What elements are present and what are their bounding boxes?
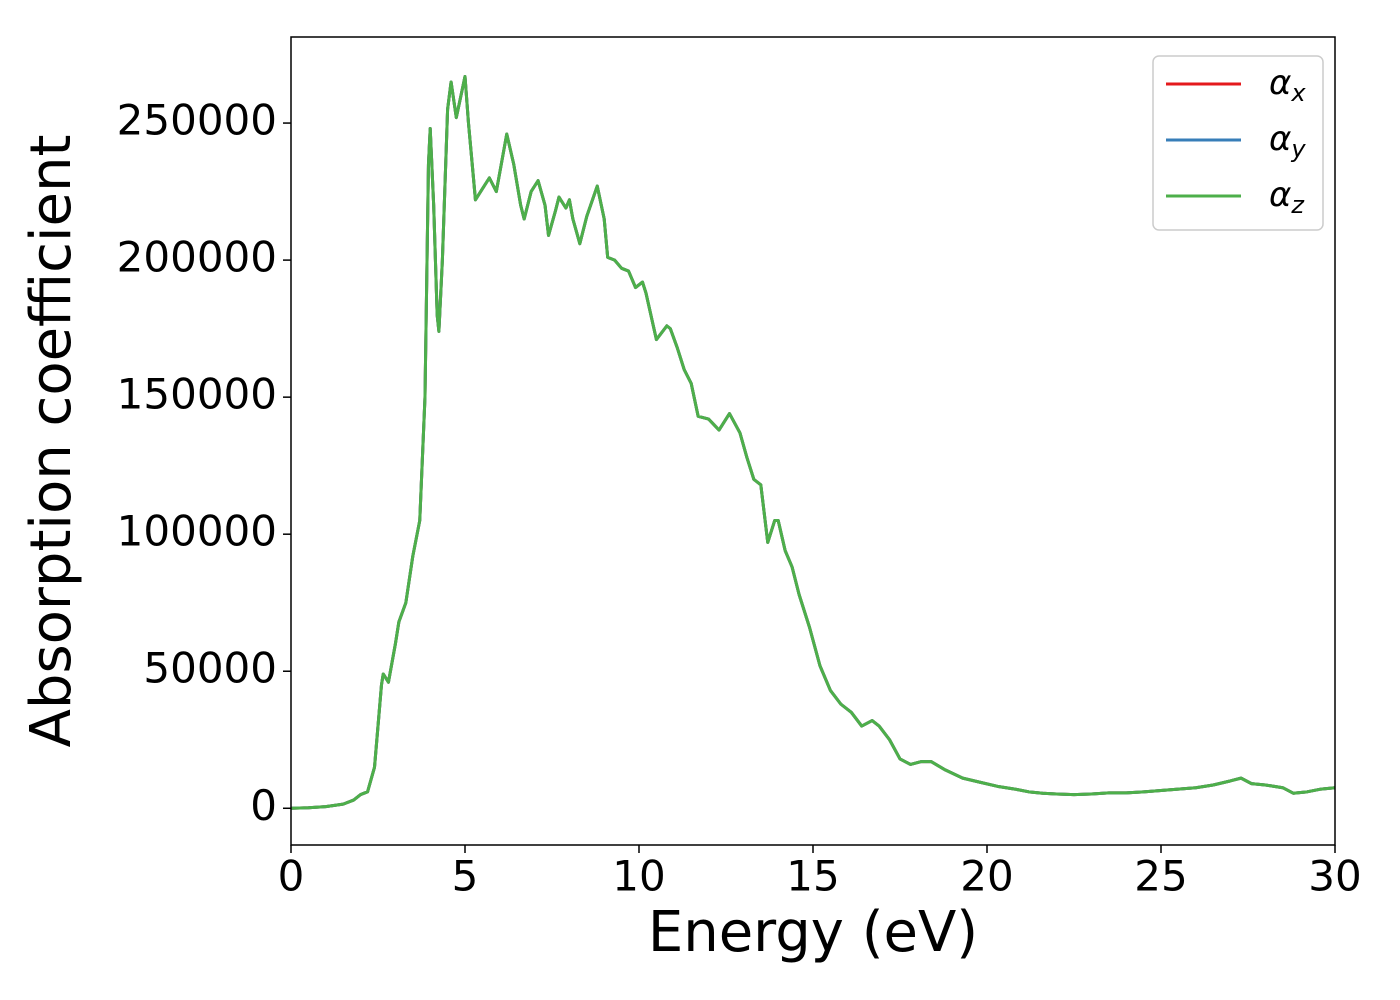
plot-frame — [290, 36, 1336, 846]
x-tick-label: 30 — [1308, 852, 1361, 901]
y-tick-label: 100000 — [117, 507, 277, 556]
x-tick-label: 0 — [278, 852, 305, 901]
y-tick-label: 50000 — [143, 644, 277, 693]
y-axis-label: Absorption coefficient — [19, 135, 84, 748]
data-line — [290, 74, 1336, 810]
x-axis-label: Energy (eV) — [648, 900, 978, 965]
y-tick-label: 150000 — [117, 370, 277, 419]
y-tick-label: 250000 — [117, 96, 277, 145]
y-tick-label: 0 — [250, 781, 277, 830]
x-tick-label: 25 — [1134, 852, 1187, 901]
x-tick-label: 5 — [452, 852, 479, 901]
y-tick-label: 200000 — [117, 233, 277, 282]
legend-label: αx — [1269, 63, 1306, 108]
x-tick-label: 10 — [612, 852, 665, 901]
x-tick-label: 15 — [786, 852, 839, 901]
legend-box — [1152, 55, 1324, 231]
x-tick-label: 20 — [960, 852, 1013, 901]
legend-label: αz — [1269, 175, 1305, 220]
legend-label: αy — [1269, 119, 1306, 164]
